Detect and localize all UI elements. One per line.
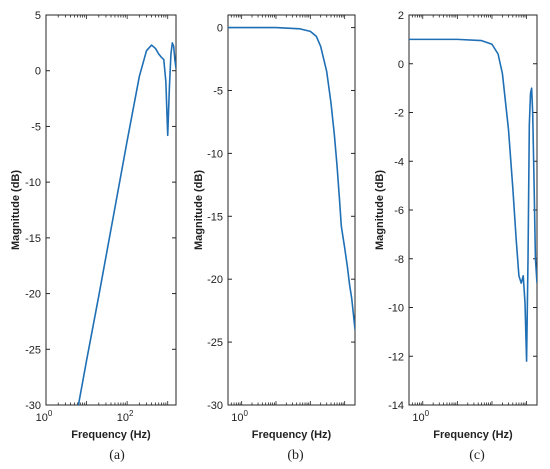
y-tick-label: -25: [25, 344, 41, 356]
x-tick-label: 100: [36, 409, 53, 424]
y-tick-label: -10: [388, 303, 404, 315]
panel-caption: (c): [469, 448, 485, 463]
plot-frame: [408, 14, 538, 406]
y-tick-label: -4: [394, 156, 404, 168]
x-tick-label: 102: [117, 409, 134, 424]
x-tick-label: 100: [231, 409, 248, 424]
y-tick-label: -12: [388, 351, 404, 363]
x-axis-label: Frequency (Hz): [252, 429, 332, 441]
y-tick-label: 2: [398, 10, 404, 22]
x-tick-label: 100: [412, 409, 429, 424]
y-tick-label: 5: [35, 10, 41, 22]
y-tick-label: -20: [25, 289, 41, 301]
plot-frame: [227, 14, 356, 406]
y-axis-label: Magnitude (dB): [10, 170, 22, 250]
x-axis-label: Frequency (Hz): [433, 429, 513, 441]
series-line: [77, 42, 176, 405]
y-tick-label: 0: [217, 23, 223, 35]
y-tick-label: 0: [398, 59, 404, 71]
plot-frame: [45, 14, 177, 406]
y-tick-label: -14: [388, 400, 404, 412]
y-tick-label: -2: [394, 108, 404, 120]
y-tick-label: -5: [213, 85, 223, 97]
y-tick-label: -10: [207, 148, 223, 160]
y-tick-label: -20: [207, 274, 223, 286]
chart-b: 0 -5 -10 -15 -20 -25 -30 100 Frequency (Hz) Magni…: [193, 14, 356, 463]
y-axis-label: Magnitude (dB): [193, 170, 205, 250]
y-tick-label: -15: [25, 233, 41, 245]
x-axis-label: Frequency (Hz): [71, 429, 151, 441]
y-tick-label: -15: [207, 211, 223, 223]
series-line: [409, 38, 537, 362]
panel-caption: (a): [109, 448, 125, 463]
y-tick-label: -5: [31, 121, 41, 133]
y-tick-label: -30: [207, 400, 223, 412]
y-tick-label: -10: [25, 177, 41, 189]
series-line: [228, 26, 355, 330]
y-tick-label: -6: [394, 205, 404, 217]
y-tick-label: -8: [394, 254, 404, 266]
y-tick-label: -30: [25, 400, 41, 412]
y-axis-label: Magnitude (dB): [374, 170, 386, 250]
y-tick-label: 0: [35, 66, 41, 78]
chart-c: 2 0 -2 -4 -6 -8 -10 -12 -14 100 Frequency (Hz) Magn…: [374, 10, 538, 463]
panel-caption: (b): [287, 448, 304, 463]
y-tick-label: -25: [207, 337, 223, 349]
